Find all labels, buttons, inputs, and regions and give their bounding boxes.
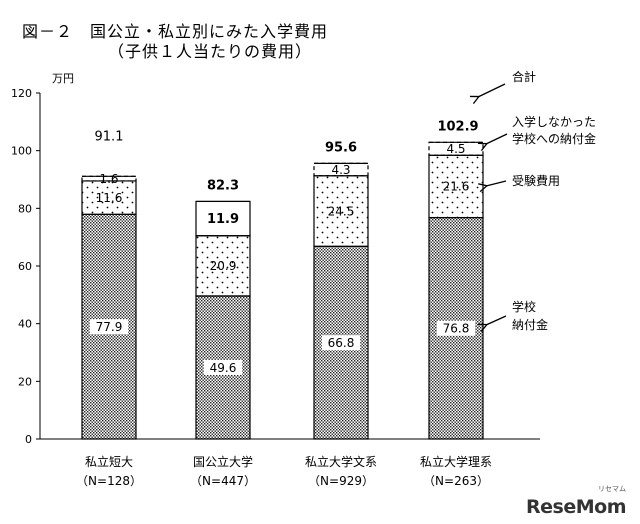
legend-school-fee-label-2: 納付金 [512, 317, 548, 332]
y-tick-label: 120 [11, 87, 32, 100]
bar-segment [313, 175, 369, 247]
category-label: 私立大学理系 [420, 454, 492, 469]
total-value-label: 91.1 [95, 129, 124, 144]
legend-arrow [486, 315, 507, 325]
y-tick-label: 60 [18, 260, 32, 273]
y-tick-label: 20 [18, 375, 32, 388]
segment-value-label: 11.9 [207, 212, 239, 227]
legend-exam-fee-label: 受験費用 [512, 173, 560, 188]
segment-value-label: 21.6 [443, 180, 470, 194]
y-tick-label: 40 [18, 318, 32, 331]
segment-value-label: 4.3 [331, 163, 350, 177]
segment-value-label: 77.9 [96, 320, 123, 334]
legend-arrow [478, 83, 506, 97]
category-n-label: （N=263） [423, 474, 489, 488]
chart-title: 図－２ 国公立・私立別にみた入学費用 [22, 22, 329, 41]
watermark-sub: リセマム [598, 485, 626, 493]
segment-value-label: 66.8 [328, 336, 355, 350]
bar-segment [195, 235, 251, 297]
category-n-label: （N=128） [76, 474, 142, 488]
segment-value-label: 1.6 [99, 172, 118, 186]
bar-segment [195, 200, 251, 237]
segment-value-label: 20.9 [210, 259, 237, 273]
segment-label-bg [203, 359, 243, 375]
legend-unused-fee-label-2: 学校への納付金 [512, 131, 596, 146]
segment-value-label: 11.6 [96, 191, 123, 205]
total-value-label: 95.6 [325, 140, 357, 155]
y-unit-label: 万円 [52, 72, 74, 85]
segment-label-bg [321, 335, 361, 351]
bar-segment [81, 180, 137, 215]
chart-subtitle: （子供１人当たりの費用） [108, 42, 313, 61]
y-tick-label: 0 [25, 433, 32, 446]
legend-school-fee-label: 学校 [512, 299, 536, 314]
category-n-label: （N=929） [308, 474, 374, 488]
legend-arrow [486, 180, 507, 186]
legend-unused-fee-label: 入学しなかった [512, 114, 596, 129]
segment-value-label: 76.8 [443, 322, 470, 336]
segment-value-label: 4.5 [446, 142, 465, 156]
legend-total-label: 合計 [512, 69, 536, 84]
segment-value-label: 49.6 [210, 361, 237, 375]
segment-label-bg [436, 320, 476, 336]
segment-value-label: 24.5 [328, 204, 355, 218]
category-label: 私立短大 [85, 454, 133, 469]
total-value-label: 102.9 [437, 119, 478, 134]
category-label: 私立大学文系 [305, 454, 377, 469]
category-label: 国公立大学 [193, 454, 253, 469]
segment-label-bg [89, 319, 129, 335]
total-value-label: 82.3 [207, 179, 239, 194]
y-tick-label: 100 [11, 145, 32, 158]
y-tick-label: 80 [18, 202, 32, 215]
category-n-label: （N=447） [190, 474, 256, 488]
watermark-logo: ReseMom [526, 496, 626, 518]
legend-arrow [486, 133, 508, 144]
